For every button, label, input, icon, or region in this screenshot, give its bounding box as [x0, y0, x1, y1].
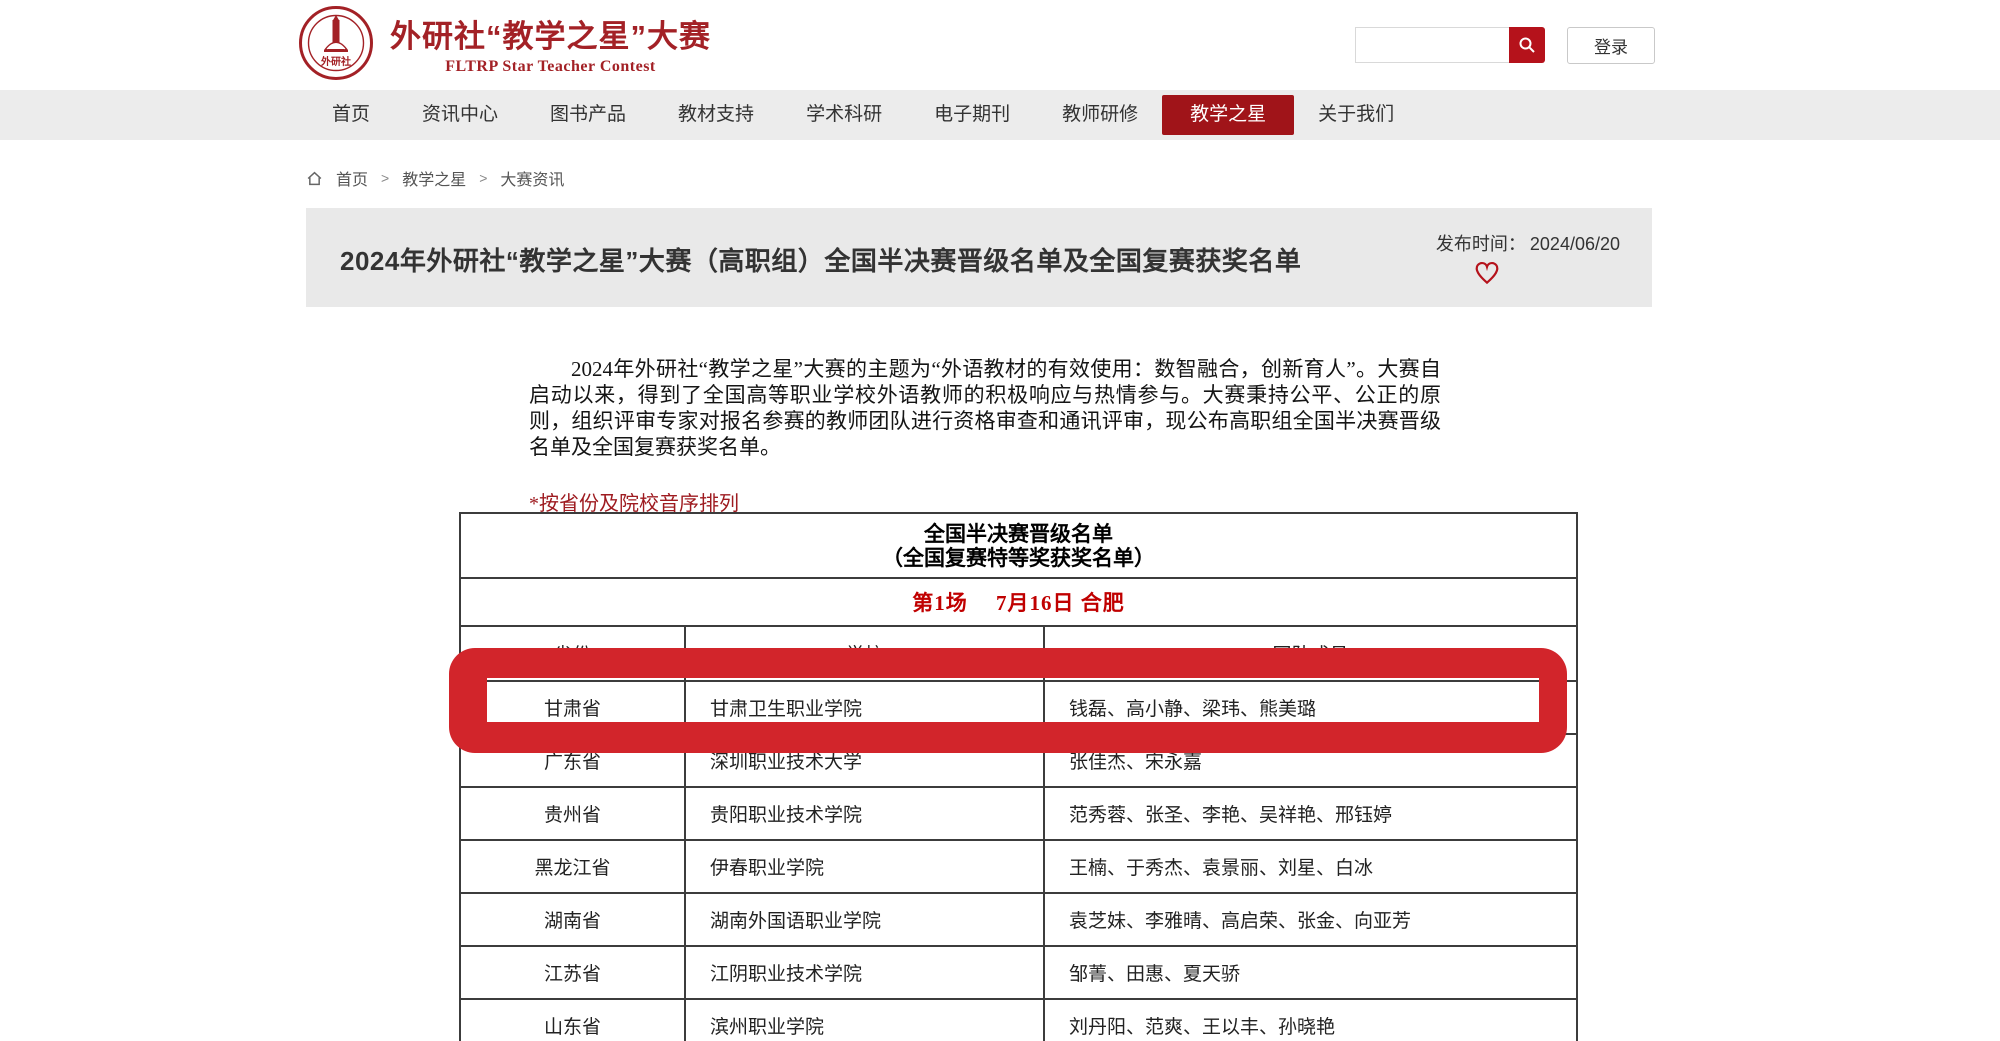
- breadcrumb-separator: >: [479, 170, 488, 186]
- session-info: 第1场 7月16日 合肥: [458, 577, 1579, 627]
- column-header-members: 团队成员: [1042, 625, 1579, 682]
- article-paragraph: 2024年外研社“教学之星”大赛的主题为“外语教材的有效使用：数智融合，创新育人…: [529, 357, 1441, 459]
- page-title: 2024年外研社“教学之星”大赛（高职组）全国半决赛晋级名单及全国复赛获奖名单: [340, 246, 1302, 276]
- cell-province: 江苏省: [459, 945, 686, 1000]
- fltrp-seal-icon: 外研社: [299, 6, 373, 80]
- cell-members: 钱磊、高小静、梁玮、熊美璐: [1042, 680, 1579, 735]
- breadcrumb-contest-news[interactable]: 大赛资讯: [500, 172, 565, 189]
- cell-members: 范秀蓉、张圣、李艳、吴祥艳、邢钰婷: [1042, 786, 1579, 841]
- nav-item-teacher-training[interactable]: 教师研修: [1062, 104, 1139, 125]
- nav-item-home[interactable]: 首页: [332, 104, 371, 125]
- search-icon: [1519, 37, 1535, 53]
- nav-item-news-center[interactable]: 资讯中心: [422, 104, 499, 125]
- table-row-gansu: 甘肃省 甘肃卫生职业学院 钱磊、高小静、梁玮、熊美璐: [459, 680, 1579, 735]
- table-row-hunan: 湖南省 湖南外国语职业学院 袁芝妹、李雅晴、高启荣、张金、向亚芳: [459, 892, 1579, 947]
- cell-province: 贵州省: [459, 786, 686, 841]
- nav-item-e-journal[interactable]: 电子期刊: [934, 104, 1011, 125]
- cell-school: 深圳职业技术大学: [684, 733, 1045, 788]
- results-table: 全国半决赛晋级名单 （全国复赛特等奖获奖名单） 第1场 7月16日 合肥 省份 …: [458, 512, 1579, 1041]
- nav-item-book-products[interactable]: 图书产品: [550, 104, 627, 125]
- cell-school: 滨州职业学院: [684, 998, 1045, 1041]
- cell-province: 黑龙江省: [459, 839, 686, 894]
- site-header: 外研社 外研社“教学之星”大赛 FLTRP Star Teacher Conte…: [0, 0, 2000, 90]
- cell-school: 湖南外国语职业学院: [684, 892, 1045, 947]
- publish-date-label: 发布时间：: [1435, 234, 1526, 254]
- cell-province: 山东省: [459, 998, 686, 1041]
- sort-order-note: *按省份及院校音序排列: [529, 493, 739, 515]
- column-header-school: 学校: [684, 625, 1045, 682]
- breadcrumb-star-teacher[interactable]: 教学之星: [402, 172, 467, 189]
- article-header: 2024年外研社“教学之星”大赛（高职组）全国半决赛晋级名单及全国复赛获奖名单 …: [306, 208, 1652, 307]
- table-row-guangdong: 广东省 深圳职业技术大学 张佳杰、宋永嘉: [459, 733, 1579, 788]
- cell-province: 广东省: [459, 733, 686, 788]
- publish-date-value: 2024/06/20: [1529, 234, 1620, 254]
- cell-school: 贵阳职业技术学院: [684, 786, 1045, 841]
- nav-item-star-teacher[interactable]: 教学之星: [1162, 95, 1295, 135]
- login-button[interactable]: 登录: [1567, 27, 1655, 64]
- main-nav: 首页 资讯中心 图书产品 教材支持 学术科研 电子期刊 教师研修 教学之星 关于…: [0, 90, 2000, 140]
- breadcrumb: 首页 > 教学之星 > 大赛资讯: [306, 166, 564, 190]
- cell-province: 湖南省: [459, 892, 686, 947]
- cell-members: 刘丹阳、范爽、王以丰、孙晓艳: [1042, 998, 1579, 1041]
- table-row-heilongjiang: 黑龙江省 伊春职业学院 王楠、于秀杰、袁景丽、刘星、白冰: [459, 839, 1579, 894]
- search-button[interactable]: [1509, 27, 1545, 63]
- cell-members: 袁芝妹、李雅晴、高启荣、张金、向亚芳: [1042, 892, 1579, 947]
- search-input[interactable]: [1355, 27, 1509, 63]
- seal-text: 外研社: [320, 55, 351, 68]
- nav-item-about-us[interactable]: 关于我们: [1318, 104, 1395, 125]
- breadcrumb-home[interactable]: 首页: [336, 172, 369, 189]
- cell-members: 王楠、于秀杰、袁景丽、刘星、白冰: [1042, 839, 1579, 894]
- column-header-province: 省份: [459, 625, 686, 682]
- table-row-shandong: 山东省 滨州职业学院 刘丹阳、范爽、王以丰、孙晓艳: [459, 998, 1579, 1041]
- breadcrumb-separator: >: [381, 170, 390, 186]
- like-button[interactable]: [1472, 258, 1502, 286]
- home-icon: [307, 171, 322, 185]
- table-header-row: 省份 学校 团队成员: [459, 625, 1579, 682]
- table-row-guizhou: 贵州省 贵阳职业技术学院 范秀蓉、张圣、李艳、吴祥艳、邢钰婷: [459, 786, 1579, 841]
- table-title-line2: （全国复赛特等奖获奖名单）: [882, 545, 1156, 570]
- cell-school: 伊春职业学院: [684, 839, 1045, 894]
- logo-title: 外研社“教学之星”大赛: [390, 18, 711, 54]
- nav-item-academic-research[interactable]: 学术科研: [806, 104, 883, 125]
- publish-date: 发布时间： 2024/06/20: [1436, 230, 1620, 256]
- search-box: [1355, 27, 1545, 63]
- nav-item-teaching-materials[interactable]: 教材支持: [678, 104, 755, 125]
- site-logo[interactable]: 外研社 外研社“教学之星”大赛 FLTRP Star Teacher Conte…: [298, 5, 711, 81]
- heart-icon: [1475, 261, 1499, 285]
- cell-members: 邹菁、田惠、夏天骄: [1042, 945, 1579, 1000]
- cell-province: 甘肃省: [459, 680, 686, 735]
- table-session-row: 第1场 7月16日 合肥: [458, 577, 1579, 627]
- table-title-row: 全国半决赛晋级名单 （全国复赛特等奖获奖名单）: [458, 512, 1579, 579]
- logo-text: 外研社“教学之星”大赛 FLTRP Star Teacher Contest: [390, 11, 711, 76]
- table-title-line1: 全国半决赛晋级名单: [924, 521, 1114, 546]
- table-row-jiangsu: 江苏省 江阴职业技术学院 邹菁、田惠、夏天骄: [459, 945, 1579, 1000]
- cell-members: 张佳杰、宋永嘉: [1042, 733, 1579, 788]
- cell-school: 江阴职业技术学院: [684, 945, 1045, 1000]
- cell-school: 甘肃卫生职业学院: [684, 680, 1045, 735]
- logo-subtitle: FLTRP Star Teacher Contest: [445, 57, 656, 75]
